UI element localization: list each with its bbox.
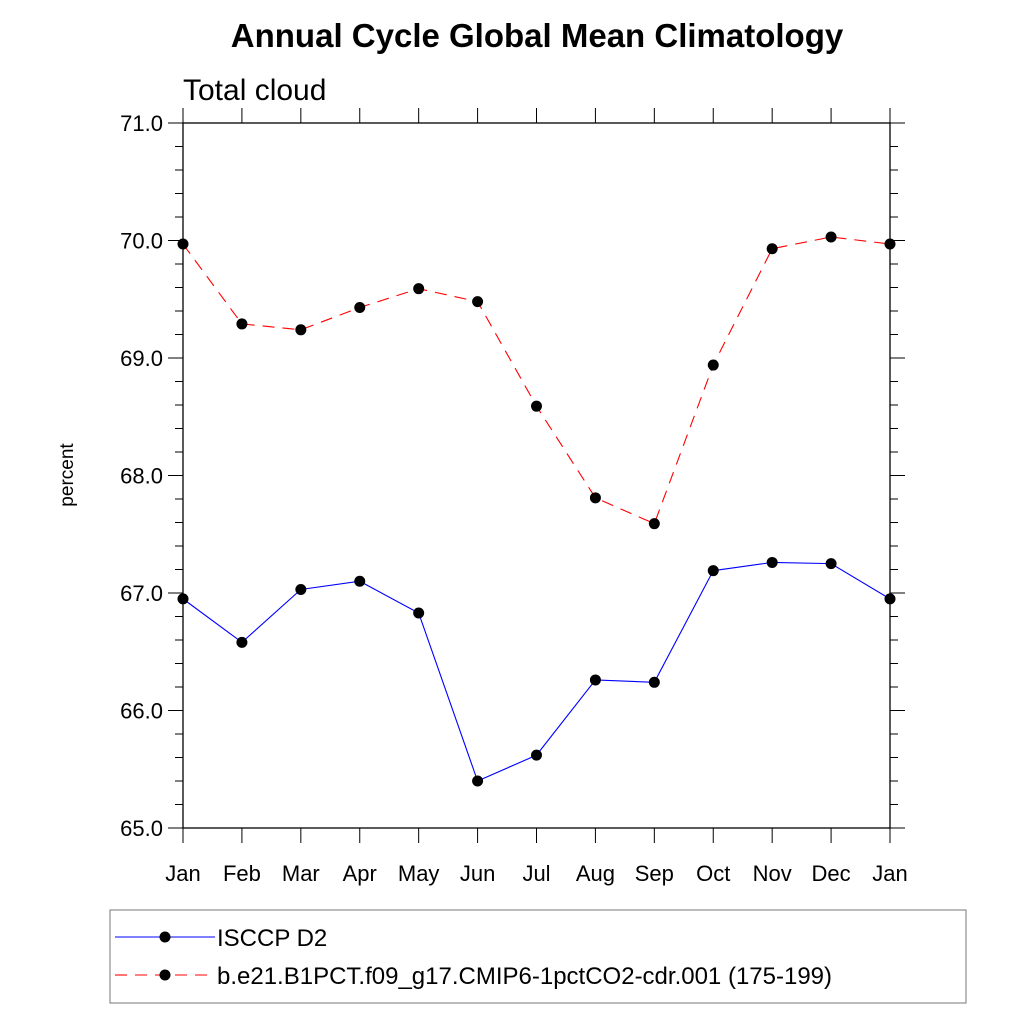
x-tick-label: May [398,861,440,886]
data-point [825,558,837,570]
series-line [182,236,891,525]
x-tick-label: Jun [460,861,495,886]
y-axis-label: percent [57,443,78,507]
data-point [354,575,366,587]
y-tick-label: 71.0 [120,111,163,136]
data-point [884,593,896,605]
data-point [177,593,189,605]
legend: ISCCP D2 b.e21.B1PCT.f09_g17.CMIP6-1pctCO… [109,909,967,1004]
y-tick-label: 69.0 [120,346,163,371]
data-point [707,565,719,577]
data-point [413,283,425,295]
legend-marker [159,931,171,943]
legend-box [109,909,967,1004]
series-1 [177,556,896,787]
data-point [236,318,248,330]
x-tick-label: Jan [872,861,907,886]
data-point [589,492,601,504]
data-point [825,231,837,243]
y-tick-label: 67.0 [120,581,163,606]
data-point [472,296,484,308]
x-tick-label: Apr [343,861,377,886]
series-line [182,561,891,782]
data-point [707,359,719,371]
x-tick-label: Sep [635,861,674,886]
x-tick-label: Nov [753,861,792,886]
x-tick-label: Mar [282,861,320,886]
series-layer [177,231,896,787]
series-2 [177,231,896,530]
y-tick-label: 70.0 [120,229,163,254]
x-tick-label: Dec [812,861,851,886]
x-tick-label: Jan [165,861,200,886]
y-tick-label: 68.0 [120,464,163,489]
data-point [354,301,366,313]
y-tick-label: 65.0 [120,816,163,841]
x-tick-label: Jul [522,861,550,886]
axes: 65.0 66.0 67.0 68.0 69.0 70.0 71.0 Jan Feb Mar Apr… [120,108,908,886]
x-tick-label: Oct [696,861,730,886]
data-point [413,607,425,619]
data-point [648,518,660,530]
chart-title: Annual Cycle Global Mean Climatology [231,17,844,54]
data-point [472,775,484,787]
legend-marker [159,969,171,981]
data-point [648,676,660,688]
data-point [236,636,248,648]
x-tick-label: Aug [576,861,615,886]
data-point [295,324,307,336]
data-point [177,238,189,250]
chart-subtitle: Total cloud [183,74,326,107]
legend-label: b.e21.B1PCT.f09_g17.CMIP6-1pctCO2-cdr.00… [217,963,832,990]
x-tick-label: Feb [223,861,261,886]
data-point [531,400,542,412]
plot-frame [182,122,891,829]
data-point [884,238,896,250]
data-point [295,583,307,595]
data-point [766,243,778,255]
data-point [531,749,542,761]
y-tick-label: 66.0 [120,699,163,724]
data-point [766,556,778,568]
legend-label: ISCCP D2 [217,925,327,952]
data-point [589,674,601,686]
